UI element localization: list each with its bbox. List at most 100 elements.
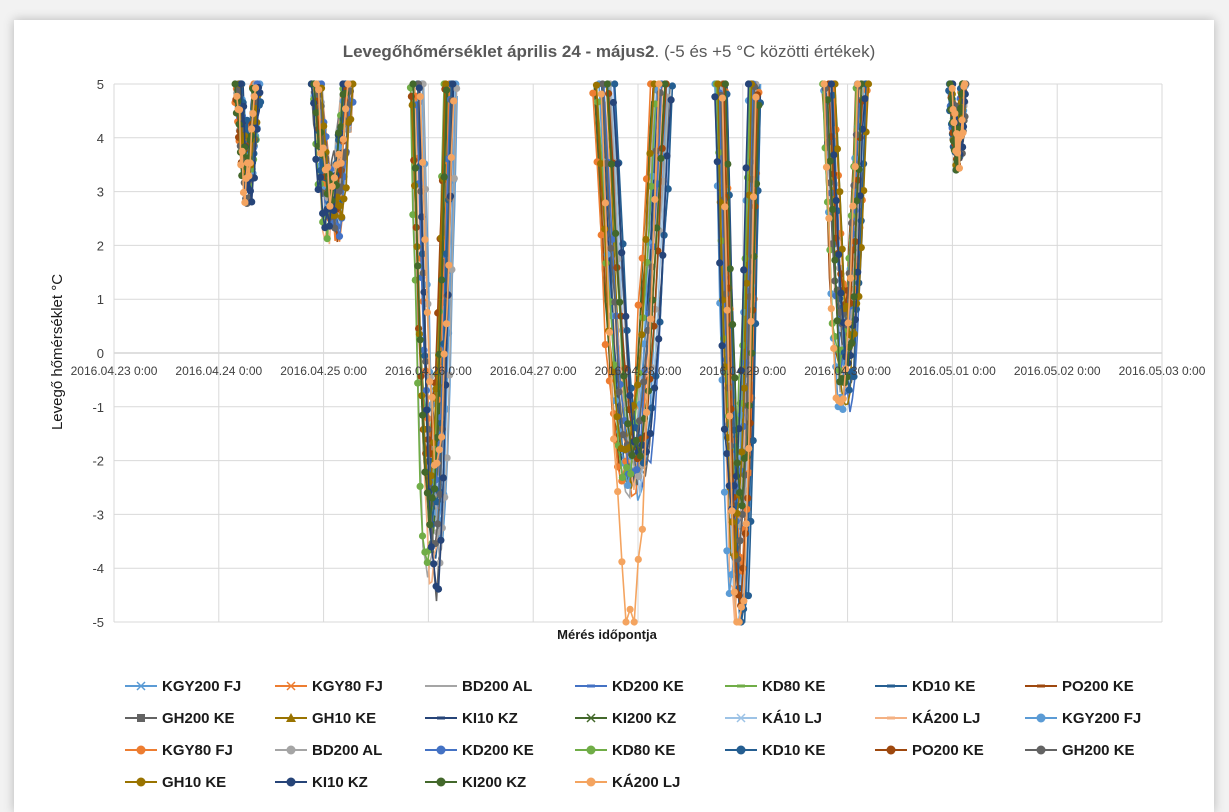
legend-swatch-icon xyxy=(875,684,907,688)
legend-item: KD200 KE xyxy=(574,678,724,695)
data-point xyxy=(638,331,646,339)
legend-item: KGY200 FJ xyxy=(1024,710,1174,727)
data-point xyxy=(408,101,416,109)
data-point xyxy=(830,151,838,159)
legend-swatch-icon xyxy=(425,716,457,720)
data-point xyxy=(335,232,344,240)
data-point xyxy=(958,116,966,124)
data-point xyxy=(832,197,840,205)
data-point xyxy=(646,149,654,157)
data-point xyxy=(328,182,336,191)
data-point xyxy=(655,335,663,343)
legend-label: KI10 KZ xyxy=(462,709,518,727)
data-point xyxy=(238,147,246,155)
data-point xyxy=(241,198,249,206)
data-point xyxy=(738,502,746,510)
data-point xyxy=(622,618,630,626)
data-point xyxy=(339,80,347,88)
chart-title: Levegőhőmérséklet április 24 - május2. (… xyxy=(343,42,876,61)
data-point xyxy=(630,618,638,626)
legend-label: KD200 KE xyxy=(462,741,534,759)
data-point xyxy=(718,94,727,102)
data-point xyxy=(636,452,644,460)
x-tick-label: 2016.05.02 0:00 xyxy=(1014,364,1101,378)
data-point xyxy=(342,184,350,192)
data-point xyxy=(748,349,756,357)
data-point xyxy=(316,173,324,181)
data-point xyxy=(326,202,334,210)
legend-item: KGY80 FJ xyxy=(274,678,424,695)
data-point xyxy=(342,149,350,157)
data-point xyxy=(863,86,871,94)
data-point xyxy=(844,319,852,327)
chart-title-rest: . (-5 és +5 °C közötti értékek) xyxy=(655,42,876,61)
data-point xyxy=(726,265,734,273)
legend-item: KI200 KZ xyxy=(424,774,574,791)
y-tick-label: -5 xyxy=(92,615,104,630)
data-point xyxy=(325,222,333,230)
data-point xyxy=(315,86,323,94)
data-point xyxy=(616,298,624,306)
y-tick-label: -2 xyxy=(92,454,104,469)
legend-label: KD80 KE xyxy=(762,677,826,695)
data-point xyxy=(409,211,417,219)
legend-item: KI200 KZ xyxy=(574,710,724,727)
y-tick-label: 0 xyxy=(97,346,104,361)
data-point xyxy=(827,80,836,88)
data-point xyxy=(347,115,355,123)
data-point xyxy=(431,485,439,493)
y-tick-label: -1 xyxy=(92,400,104,415)
data-point xyxy=(743,453,751,461)
data-point xyxy=(737,603,746,611)
legend-label: BD200 AL xyxy=(312,741,383,759)
data-point xyxy=(738,448,746,456)
data-point xyxy=(959,129,967,137)
data-point xyxy=(423,489,431,497)
y-tick-label: -4 xyxy=(92,561,104,576)
data-point xyxy=(720,488,729,496)
legend-swatch-icon xyxy=(725,745,757,755)
data-point xyxy=(430,560,438,568)
data-point xyxy=(252,84,260,92)
data-point xyxy=(342,105,350,113)
y-tick-label: 1 xyxy=(97,292,104,307)
data-point xyxy=(423,308,431,316)
data-point xyxy=(416,482,424,490)
data-point xyxy=(839,395,847,403)
data-point xyxy=(445,261,453,269)
data-point xyxy=(955,164,964,172)
legend-item: KD80 KE xyxy=(724,678,874,695)
data-point xyxy=(614,160,622,168)
legend-item: KGY200 FJ xyxy=(124,678,274,695)
data-point xyxy=(723,450,731,458)
data-point xyxy=(411,164,419,172)
data-point xyxy=(723,547,731,555)
data-point xyxy=(643,408,651,416)
data-point xyxy=(634,381,642,389)
data-point xyxy=(422,406,431,414)
data-point xyxy=(416,336,424,344)
data-point xyxy=(623,463,631,472)
legend-label: KGY80 FJ xyxy=(312,677,383,695)
legend-item: KGY80 FJ xyxy=(124,742,274,759)
data-point xyxy=(822,163,831,171)
data-point xyxy=(667,96,675,104)
legend-item: GH10 KE xyxy=(124,774,274,791)
legend-label: KD10 KE xyxy=(912,677,976,695)
data-point xyxy=(349,80,357,88)
legend-swatch-icon xyxy=(875,745,907,755)
data-point xyxy=(735,618,743,626)
data-point xyxy=(856,192,864,200)
data-point xyxy=(731,552,739,560)
legend-item: PO200 KE xyxy=(1024,678,1174,695)
data-point xyxy=(605,328,614,336)
data-point xyxy=(626,605,634,614)
legend-item: KÁ10 LJ xyxy=(724,710,874,727)
data-point xyxy=(716,259,724,267)
legend-item: KD10 KE xyxy=(724,742,874,759)
data-point xyxy=(428,393,436,401)
data-point xyxy=(755,101,763,109)
x-tick-label: 2016.04.29 0:00 xyxy=(699,364,786,378)
data-point xyxy=(438,276,446,284)
data-point xyxy=(835,251,843,259)
